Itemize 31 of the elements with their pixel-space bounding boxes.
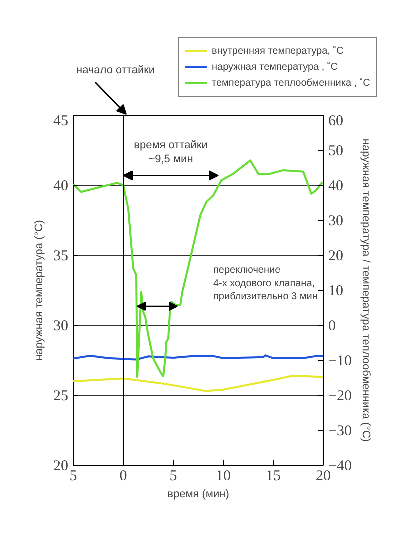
- y-tick-label: 35: [54, 248, 68, 264]
- legend-label: внутренняя температура, ˚C: [212, 44, 344, 58]
- annotation: переключение 4-х ходового клапана, приблизительно 3 мин: [214, 265, 318, 302]
- y-tick-label: 45: [54, 114, 68, 130]
- x-axis-title: время (мин): [168, 488, 230, 500]
- y2-tick-label: 20: [328, 248, 344, 264]
- y2-tick-label: −20: [328, 388, 352, 404]
- legend-label: температура теплообменника , ˚C: [212, 76, 370, 90]
- x-tick-label: 20: [316, 468, 331, 484]
- y2-tick-label: 60: [328, 114, 344, 130]
- x-tick-label: 15: [266, 468, 281, 484]
- y-tick-label: 40: [54, 178, 68, 194]
- y2-tick-label: 10: [328, 284, 344, 300]
- y2-tick-label: −10: [328, 354, 352, 370]
- y2-tick-label: 50: [328, 144, 344, 160]
- y2-tick-label: 0: [328, 318, 336, 334]
- y2-axis-title: наружная температура / температура теплообменника (°C): [360, 138, 372, 442]
- x-tick-label: 5: [70, 468, 78, 484]
- x-tick-label: 5: [170, 468, 178, 484]
- text: начало оттайки: [76, 64, 156, 76]
- y-tick-label: 20: [54, 458, 68, 474]
- y2-tick-label: 40: [328, 178, 344, 194]
- x-tick-label: 10: [216, 468, 231, 484]
- x-tick-label: 0: [120, 468, 128, 484]
- y-axis-title: наружная температура (°C): [34, 220, 46, 361]
- y-tick-label: 30: [54, 318, 68, 334]
- y2-tick-label: 30: [328, 214, 344, 230]
- legend-label: наружная температура , ˚C: [212, 60, 338, 74]
- y-tick-label: 25: [54, 388, 68, 404]
- annotation: время оттайки ~9,5 мин: [134, 139, 208, 166]
- y2-tick-label: −30: [328, 424, 352, 440]
